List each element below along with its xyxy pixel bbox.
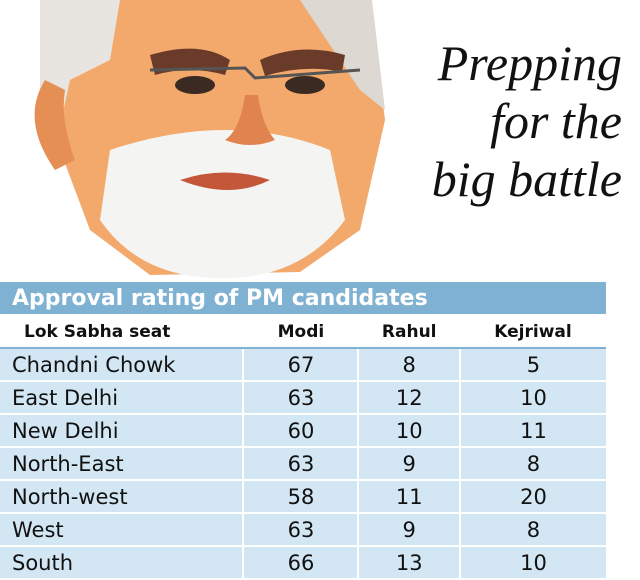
seat-name: East Delhi [0, 381, 244, 415]
rating-cell: 5 [458, 348, 606, 382]
rating-cell: 9 [357, 513, 460, 547]
rating-cell: 66 [242, 546, 359, 580]
table-row: East Delhi 63 12 10 [0, 381, 606, 415]
rating-cell: 10 [458, 546, 606, 580]
seat-name: South [0, 546, 244, 580]
rating-cell: 13 [357, 546, 460, 580]
column-header: Rahul [358, 315, 460, 349]
rating-cell: 63 [242, 381, 359, 415]
rating-cell: 9 [357, 447, 460, 481]
rating-cell: 11 [357, 480, 460, 514]
seat-name: New Delhi [0, 414, 244, 448]
rating-cell: 10 [357, 414, 460, 448]
table-body: Chandni Chowk 67 8 5 East Delhi 63 12 10 New Del… [0, 348, 606, 580]
rating-cell: 58 [242, 480, 359, 514]
table-row: West 63 9 8 [0, 513, 606, 547]
header-row: Lok Sabha seat Modi Rahul Kejriwal [0, 315, 606, 349]
table-row: South 66 13 10 [0, 546, 606, 580]
column-header: Modi [243, 315, 359, 349]
rating-cell: 67 [242, 348, 359, 382]
rating-cell: 63 [242, 513, 359, 547]
headline: Prepping for the big battle [432, 34, 622, 208]
column-header: Lok Sabha seat [0, 315, 244, 349]
rating-cell: 10 [458, 381, 606, 415]
headline-line: big battle [431, 151, 622, 207]
table-row: Chandni Chowk 67 8 5 [0, 348, 606, 382]
headline-line: for the [490, 93, 622, 149]
rating-cell: 11 [458, 414, 606, 448]
table-row: North-East 63 9 8 [0, 447, 606, 481]
rating-cell: 12 [357, 381, 460, 415]
rating-cell: 8 [458, 447, 606, 481]
rating-cell: 20 [458, 480, 606, 514]
seat-name: North-west [0, 480, 244, 514]
seat-name: Chandni Chowk [0, 348, 244, 382]
seat-name: West [0, 513, 244, 547]
table-row: New Delhi 60 10 11 [0, 414, 606, 448]
illustration [0, 0, 420, 282]
table-row: North-west 58 11 20 [0, 480, 606, 514]
rating-cell: 63 [242, 447, 359, 481]
rating-cell: 8 [458, 513, 606, 547]
column-header: Kejriwal [459, 315, 606, 349]
seat-name: North-East [0, 447, 244, 481]
rating-cell: 8 [357, 348, 460, 382]
table-title: Approval rating of PM candidates [0, 282, 606, 316]
rating-cell: 60 [242, 414, 359, 448]
rating-table: Approval rating of PM candidates Lok Sab… [0, 282, 606, 580]
headline-line: Prepping [437, 35, 622, 91]
